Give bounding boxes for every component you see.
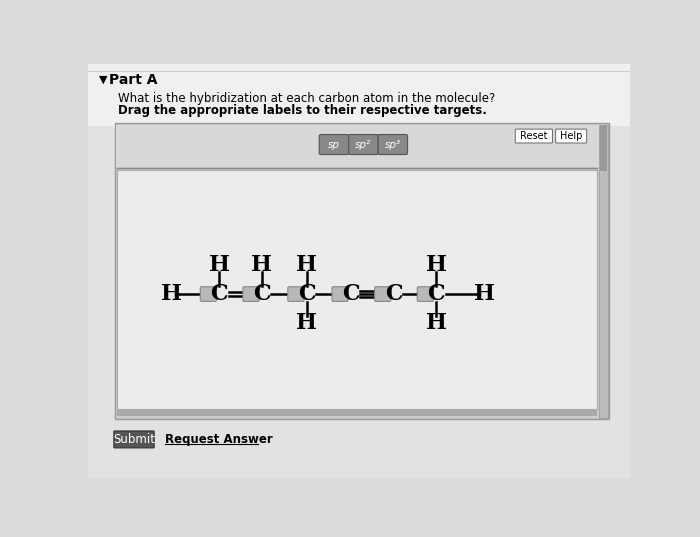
FancyBboxPatch shape <box>200 287 216 301</box>
Text: C: C <box>428 283 445 305</box>
Text: Submit: Submit <box>113 433 155 446</box>
Bar <box>599 125 608 418</box>
Text: C: C <box>253 283 271 305</box>
FancyBboxPatch shape <box>374 287 391 301</box>
Text: What is the hybridization at each carbon atom in the molecule?: What is the hybridization at each carbon… <box>118 92 496 105</box>
Text: sp: sp <box>328 140 340 149</box>
Text: ▼: ▼ <box>99 75 108 85</box>
FancyBboxPatch shape <box>288 287 304 301</box>
Text: H: H <box>251 254 272 276</box>
Bar <box>88 64 630 126</box>
Text: C: C <box>298 283 316 305</box>
FancyBboxPatch shape <box>114 431 154 448</box>
FancyBboxPatch shape <box>515 129 552 143</box>
Text: H: H <box>426 254 447 276</box>
FancyBboxPatch shape <box>243 287 259 301</box>
Text: Part A: Part A <box>109 73 158 87</box>
Bar <box>116 125 599 167</box>
FancyBboxPatch shape <box>332 287 349 301</box>
Text: H: H <box>426 313 447 335</box>
Bar <box>600 125 607 171</box>
Text: Drag the appropriate labels to their respective targets.: Drag the appropriate labels to their res… <box>118 104 487 117</box>
Text: H: H <box>296 254 317 276</box>
Text: C: C <box>385 283 402 305</box>
Text: Reset: Reset <box>520 131 547 141</box>
Bar <box>117 170 598 409</box>
Text: Request Answer: Request Answer <box>165 433 273 446</box>
FancyBboxPatch shape <box>349 134 378 155</box>
Text: H: H <box>474 283 495 305</box>
FancyBboxPatch shape <box>319 134 349 155</box>
Text: C: C <box>342 283 360 305</box>
Text: H: H <box>161 283 182 305</box>
Text: sp³: sp³ <box>385 140 401 149</box>
Text: sp²: sp² <box>356 140 372 149</box>
Text: H: H <box>296 313 317 335</box>
FancyBboxPatch shape <box>417 287 433 301</box>
Bar <box>115 123 609 419</box>
Text: Help: Help <box>560 131 582 141</box>
FancyBboxPatch shape <box>378 134 407 155</box>
FancyBboxPatch shape <box>556 129 587 143</box>
Text: C: C <box>211 283 228 305</box>
Text: H: H <box>209 254 230 276</box>
Bar <box>117 410 598 416</box>
